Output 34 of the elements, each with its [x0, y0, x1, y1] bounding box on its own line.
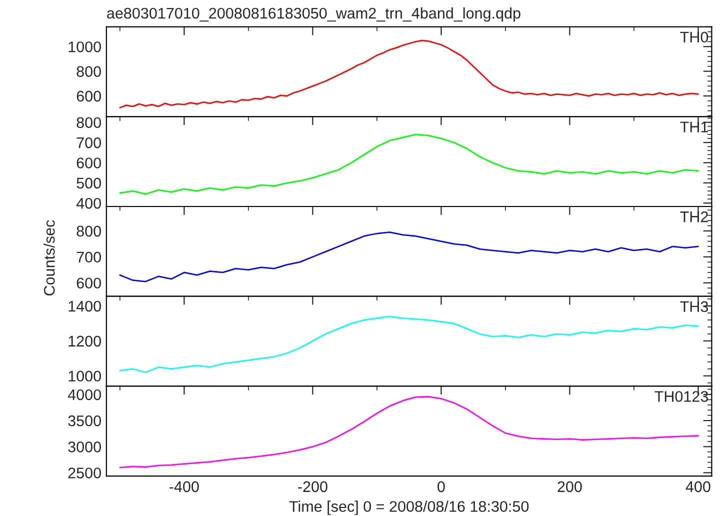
- y-tick-label: 800: [76, 226, 101, 237]
- y-tick-label: 600: [76, 158, 101, 168]
- y-tick-label: 700: [76, 252, 101, 263]
- line-series: [119, 134, 699, 195]
- x-tick-label: -400: [170, 481, 199, 492]
- y-tick-label: 700: [76, 137, 101, 148]
- text: TH0123: [654, 391, 708, 402]
- y-axis-title: Counts/sec: [44, 220, 55, 296]
- text: TH1: [680, 122, 708, 132]
- y-tick-label: 1200: [68, 336, 101, 347]
- series-label: TH3: [680, 301, 708, 312]
- line-series: [119, 232, 699, 282]
- y-tick-label: 400: [76, 198, 101, 209]
- series-label: TH2: [680, 211, 708, 222]
- chart-title: ae803017010_20080816183050_wam2_trn_4band_long.qdp: [107, 7, 520, 22]
- y-tick-label: 600: [76, 90, 101, 102]
- y-tick-label: 500: [76, 178, 101, 189]
- y-tick-label: 600: [76, 278, 101, 289]
- x-tick-label: 0: [438, 481, 445, 492]
- y-tick-label: 1400: [68, 300, 101, 312]
- x-tick-label: -200: [298, 481, 328, 492]
- y-tick-label: 1000: [68, 370, 101, 382]
- y-tick-label: 800: [76, 117, 101, 128]
- line-series: [119, 316, 699, 374]
- y-tick-label: 1000: [68, 41, 101, 52]
- x-tick-label: 200: [558, 481, 582, 492]
- y-tick-label: 4000: [68, 389, 101, 400]
- y-tick-label: 3500: [68, 415, 101, 426]
- x-tick-label: 400: [686, 481, 710, 492]
- y-tick-label: 800: [76, 66, 101, 77]
- y-tick-label: 3000: [68, 442, 101, 452]
- text: TH0: [680, 32, 708, 43]
- y-tick-label: 2500: [68, 468, 101, 478]
- x-axis-title: Time [sec] 0 = 2008/08/16 18:30:50: [289, 500, 529, 515]
